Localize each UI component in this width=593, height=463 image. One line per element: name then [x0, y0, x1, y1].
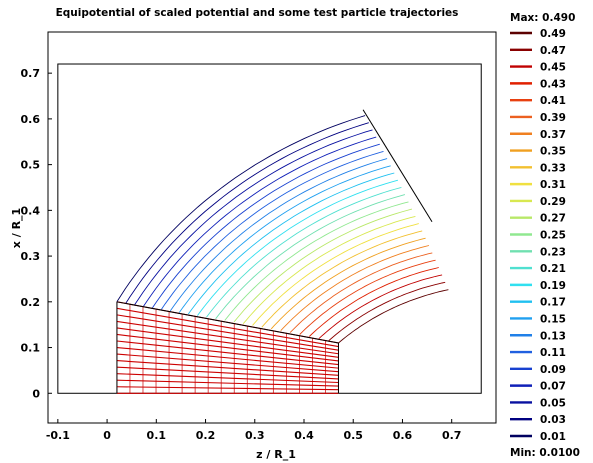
- colorbar: Max: 0.490 0.490.470.450.430.410.390.370…: [510, 12, 580, 459]
- colorbar-level-label: 0.09: [540, 364, 566, 376]
- contour-line: [125, 122, 369, 304]
- contour-line: [318, 274, 443, 339]
- contour-line: [161, 150, 384, 310]
- trajectory-line: [116, 327, 339, 358]
- contour-line: [116, 115, 366, 303]
- colorbar-level-label: 0.03: [540, 414, 566, 426]
- x-tick-label: 0.6: [393, 429, 413, 442]
- trajectory-line: [116, 307, 339, 348]
- sector-edges: [116, 109, 433, 394]
- contour-line: [270, 237, 426, 330]
- x-axis-ticks: -0.1 0 0.1 0.2 0.3 0.4 0.5 0.6 0.7: [46, 419, 462, 442]
- colorbar-level-label: 0.29: [540, 196, 566, 208]
- colorbar-max-label: Max: 0.490: [510, 12, 575, 24]
- y-tick-label: 0.5: [21, 159, 41, 172]
- y-tick-label: 0.6: [21, 113, 41, 126]
- chart-title: Equipotential of scaled potential and so…: [56, 7, 459, 19]
- trajectory-line: [116, 320, 339, 355]
- y-tick-label: 0.7: [21, 67, 41, 80]
- x-tick-label: 0.2: [196, 429, 216, 442]
- colorbar-level-label: 0.23: [540, 246, 566, 258]
- plot-area: [47, 31, 497, 424]
- colorbar-level-label: 0.35: [540, 146, 566, 158]
- y-tick-label: 0: [32, 387, 40, 400]
- contour-line: [206, 186, 402, 318]
- equipotential-contours: [116, 115, 449, 344]
- colorbar-level-label: 0.11: [540, 347, 566, 359]
- trajectory-line: [116, 346, 339, 369]
- contour-line: [197, 179, 399, 316]
- trajectory-line: [116, 353, 339, 373]
- x-axis-label: z / R_1: [256, 448, 296, 461]
- trajectory-line: [116, 373, 339, 384]
- colorbar-level-label: 0.07: [540, 381, 566, 393]
- contour-line: [187, 172, 395, 315]
- x-tick-label: 0: [103, 429, 111, 442]
- colorbar-level-label: 0.25: [540, 230, 566, 242]
- colorbar-level-label: 0.01: [540, 431, 566, 443]
- contour-line: [338, 289, 449, 344]
- colorbar-level-label: 0.41: [540, 95, 566, 107]
- y-tick-label: 0.3: [21, 250, 41, 263]
- colorbar-level-label: 0.19: [540, 280, 566, 292]
- trajectory-line: [116, 379, 339, 387]
- contour-line: [178, 165, 391, 313]
- contour-line: [169, 158, 388, 312]
- colorbar-level-label: 0.13: [540, 330, 566, 342]
- trajectory-line: [116, 333, 339, 362]
- y-axis-ticks: 0 0.1 0.2 0.3 0.4 0.5 0.6 0.7: [21, 67, 52, 400]
- colorbar-swatches: 0.49 0.47 0.45 0.43 0.41 0.39 0.37 0.35 0.33 0.31…: [510, 28, 566, 443]
- x-tick-label: 0.1: [147, 429, 167, 442]
- x-tick-label: -0.1: [46, 429, 70, 442]
- colorbar-level-label: 0.21: [540, 263, 566, 275]
- contour-line: [143, 136, 377, 307]
- contour-line: [233, 208, 413, 323]
- colorbar-level-label: 0.43: [540, 78, 566, 90]
- y-tick-label: 0.2: [21, 296, 41, 309]
- colorbar-level-label: 0.39: [540, 112, 566, 124]
- x-tick-label: 0.3: [245, 429, 265, 442]
- colorbar-level-label: 0.45: [540, 62, 566, 74]
- contour-line: [152, 143, 380, 309]
- contour-line: [289, 252, 433, 333]
- colorbar-level-label: 0.33: [540, 162, 566, 174]
- colorbar-level-label: 0.05: [540, 397, 566, 409]
- y-axis-label: x / R_1: [10, 208, 23, 248]
- x-tick-label: 0.5: [343, 429, 363, 442]
- trajectory-line: [116, 314, 339, 351]
- duct-end-edge: [362, 109, 433, 223]
- contour-line: [308, 267, 439, 337]
- trajectory-line: [116, 340, 339, 366]
- contour-line: [261, 230, 423, 328]
- y-tick-label: 0.4: [21, 204, 41, 217]
- contour-line: [224, 201, 409, 321]
- colorbar-level-label: 0.15: [540, 313, 566, 325]
- colorbar-level-label: 0.27: [540, 213, 566, 225]
- trajectory-line: [116, 360, 339, 376]
- x-tick-label: 0.7: [442, 429, 462, 442]
- x-tick-label: 0.4: [294, 429, 314, 442]
- colorbar-level-label: 0.17: [540, 297, 566, 309]
- colorbar-level-label: 0.49: [540, 28, 566, 40]
- trajectory-line: [116, 386, 339, 391]
- colorbar-level-label: 0.31: [540, 179, 566, 191]
- trajectory-line: [116, 366, 339, 380]
- colorbar-level-label: 0.37: [540, 129, 566, 141]
- contour-line: [299, 259, 436, 335]
- contour-line: [328, 281, 446, 342]
- colorbar-level-label: 0.47: [540, 45, 566, 57]
- y-tick-label: 0.1: [21, 342, 41, 355]
- plot-frame: [47, 31, 497, 424]
- contour-line: [280, 245, 430, 332]
- contour-line: [252, 223, 419, 326]
- contour-line: [134, 129, 373, 306]
- contour-line: [215, 194, 406, 320]
- contour-line: [242, 215, 416, 324]
- duct-interface-edge: [116, 301, 339, 344]
- colorbar-min-label: Min: 0.0100: [510, 447, 580, 459]
